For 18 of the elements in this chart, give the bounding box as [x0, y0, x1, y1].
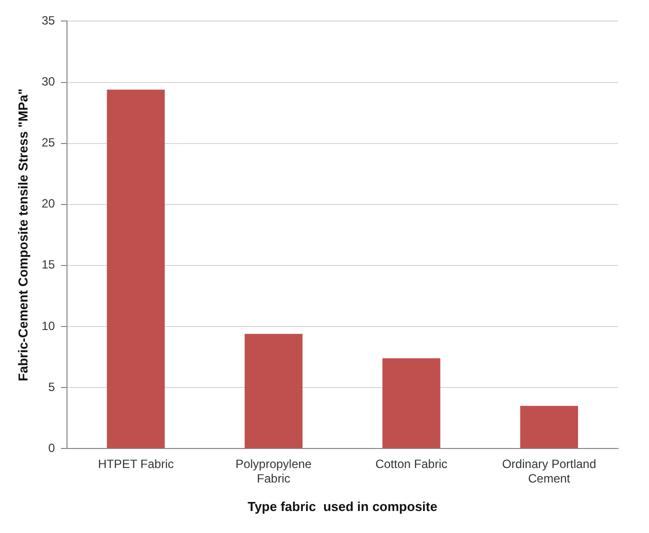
x-tick-label: Cotton Fabric: [375, 457, 448, 472]
bar: [520, 406, 578, 448]
y-tick-label: 35: [42, 14, 56, 28]
x-tick-label: Ordinary Portland Cement: [502, 457, 596, 486]
y-tick-label: 0: [48, 440, 56, 455]
x-axis-title: Type fabric used in composite: [248, 498, 438, 514]
x-tick-label: Polypropylene Fabric: [236, 457, 312, 486]
bar: [244, 334, 303, 448]
y-tick-label: 15: [42, 258, 56, 272]
y-tick-label: 10: [42, 318, 56, 333]
y-tick-label: 30: [42, 74, 56, 89]
bar: [106, 90, 165, 448]
bar: [382, 358, 440, 448]
y-tick-label: 25: [42, 136, 56, 150]
y-axis-title: Fabric-Cement Composite tensile Stress "MPa": [15, 88, 30, 382]
y-tick-label: 20: [42, 196, 56, 211]
y-tick-label: 5: [48, 380, 56, 394]
x-tick-label: HTPET Fabric: [98, 457, 174, 472]
